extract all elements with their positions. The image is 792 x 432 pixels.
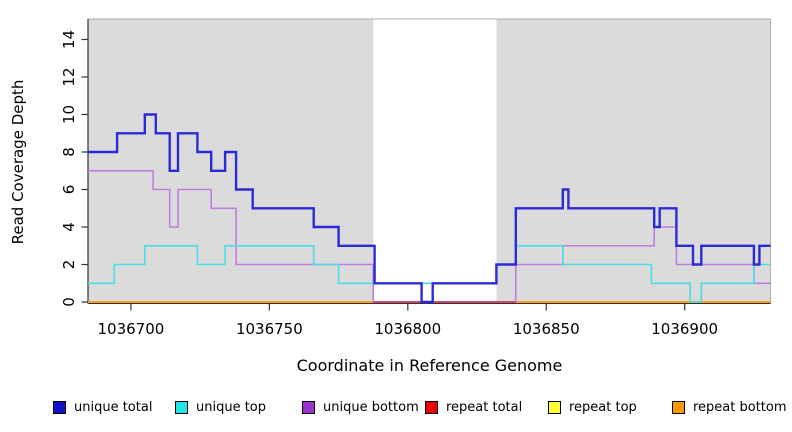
legend-swatch-unique-top [175, 400, 188, 414]
y-tick-label: 10 [60, 105, 78, 124]
x-tick-label: 1036900 [651, 320, 718, 338]
y-tick-label: 2 [60, 260, 78, 270]
y-tick-label: 4 [60, 222, 78, 232]
legend-swatch-repeat-total [425, 400, 438, 414]
legend-label: unique bottom [323, 399, 419, 415]
legend-item-unique-total: unique total [53, 399, 152, 415]
series-line-unique-total [88, 113, 771, 304]
legend-swatch-repeat-bottom [672, 400, 685, 414]
x-axis-title: Coordinate in Reference Genome [296, 356, 563, 375]
legend-swatch-repeat-top [548, 400, 561, 414]
y-tick-label: 6 [60, 185, 78, 195]
legend-label: repeat top [569, 399, 637, 415]
x-tick-label: 1036700 [98, 320, 165, 338]
y-tick-label: 0 [60, 297, 78, 307]
y-tick-label: 14 [60, 30, 78, 49]
x-tick-label: 1036800 [374, 320, 441, 338]
legend-label: unique total [74, 399, 153, 415]
legend-item-repeat-bottom: repeat bottom [672, 399, 787, 415]
masked-region-band [373, 19, 497, 304]
legend-swatch-unique-total [53, 400, 66, 414]
legend-label: repeat total [446, 399, 523, 415]
legend-item-repeat-total: repeat total [425, 399, 522, 415]
legend-item-unique-top: unique top [175, 399, 266, 415]
legend-item-unique-bottom: unique bottom [302, 399, 419, 415]
legend-label: repeat bottom [693, 399, 787, 415]
legend-item-repeat-top: repeat top [548, 399, 637, 415]
legend-label: unique top [196, 399, 267, 415]
legend: unique total unique top unique bottom repea… [0, 399, 792, 423]
legend-swatch-unique-bottom [302, 400, 315, 414]
y-axis-title: Read Coverage Depth [9, 79, 27, 245]
x-tick-label: 1036850 [513, 320, 580, 338]
x-tick-label: 1036750 [236, 320, 303, 338]
y-tick-label: 8 [60, 147, 78, 157]
y-tick-label: 12 [60, 67, 78, 86]
